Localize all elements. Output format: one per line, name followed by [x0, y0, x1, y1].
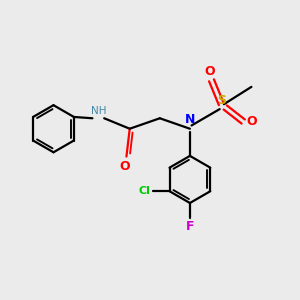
Text: Cl: Cl — [139, 186, 151, 196]
Text: O: O — [119, 160, 130, 173]
Text: F: F — [186, 220, 194, 233]
Text: O: O — [205, 65, 215, 78]
Text: O: O — [247, 115, 257, 128]
Text: NH: NH — [91, 106, 106, 116]
Text: S: S — [217, 94, 226, 107]
Text: N: N — [185, 113, 195, 126]
